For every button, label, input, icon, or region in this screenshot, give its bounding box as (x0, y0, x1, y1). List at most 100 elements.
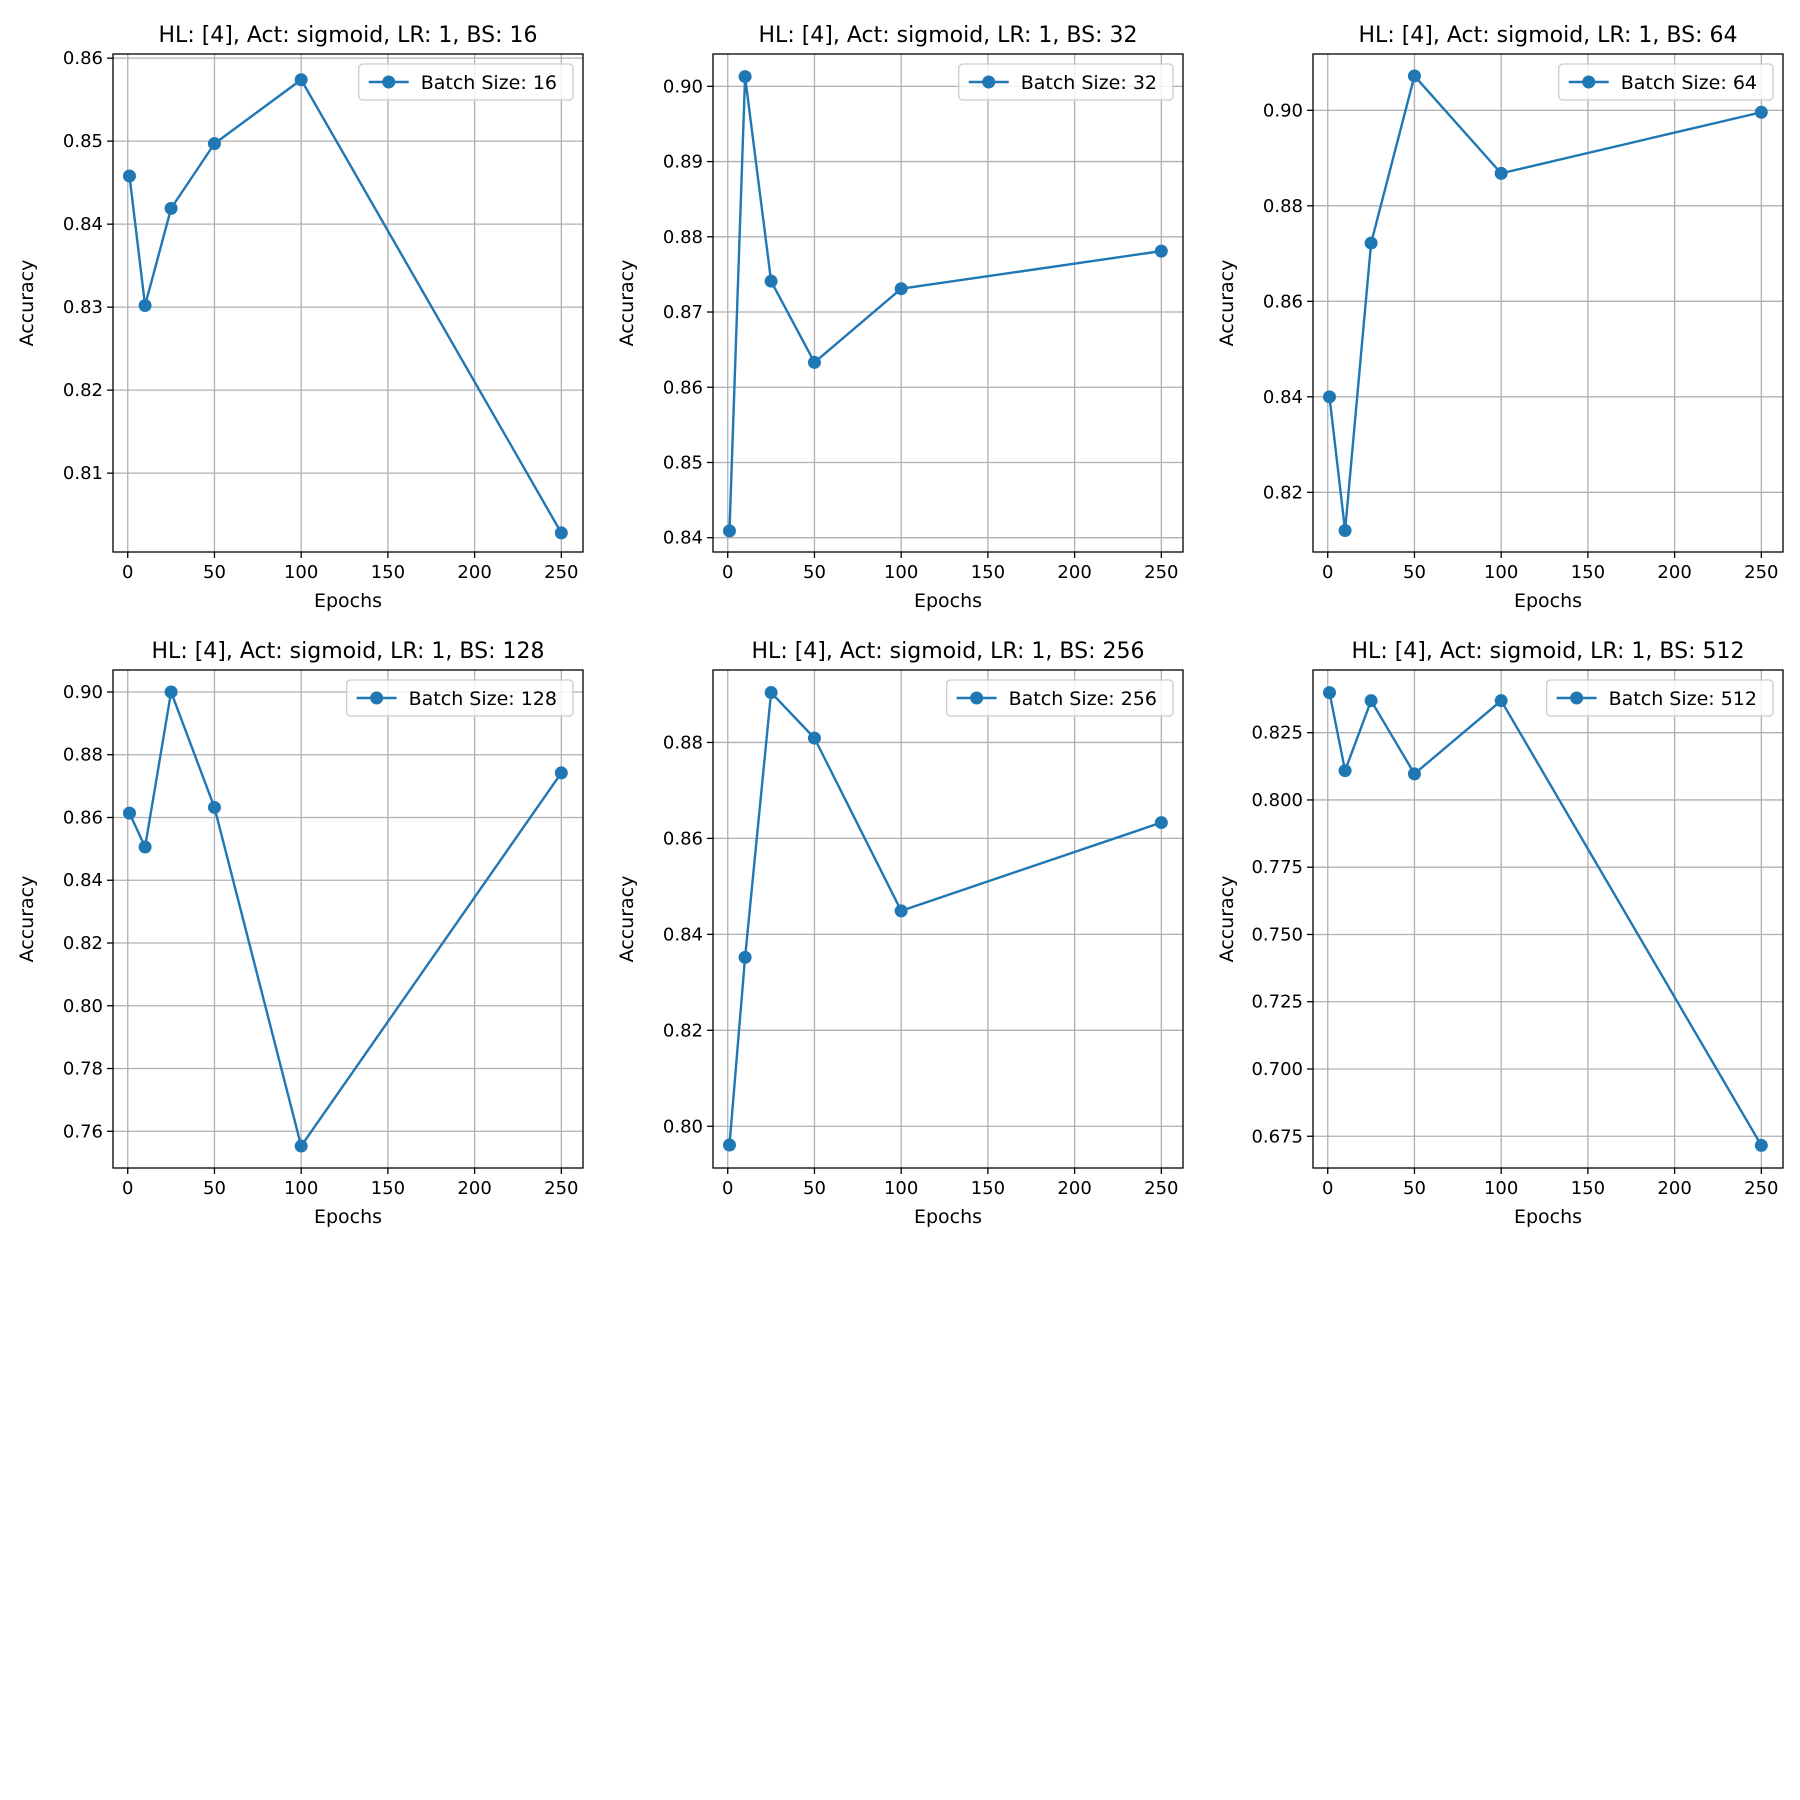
data-point (807, 355, 821, 369)
y-axis-label: Accuracy (1216, 876, 1238, 963)
legend (945, 679, 1174, 717)
data-point (122, 806, 136, 820)
x-tick-label: 50 (803, 562, 826, 583)
x-tick-label: 250 (1144, 1178, 1178, 1199)
y-tick-label: 0.88 (1263, 196, 1303, 217)
data-point (1364, 236, 1378, 250)
data-point (1154, 244, 1168, 258)
data-point (1754, 105, 1768, 119)
x-tick-label: 0 (1322, 562, 1333, 583)
data-point (722, 524, 736, 538)
y-axis-label: Accuracy (616, 876, 638, 963)
data-point (1338, 524, 1352, 538)
data-point (164, 685, 178, 699)
legend-marker-swatch (1570, 691, 1584, 705)
x-tick-label: 100 (284, 1178, 318, 1199)
y-tick-label: 0.80 (63, 996, 103, 1017)
legend (958, 63, 1174, 101)
subplot-bs-32: 0 50 100 150 200 250 0.84 0.85 0.86 0.87 0.88 0.89 0… (616, 23, 1184, 612)
x-tick-label: 50 (803, 1178, 826, 1199)
axes-frame (112, 53, 584, 553)
legend (358, 63, 574, 101)
subplot-bs-64: 0 50 100 150 200 250 0.82 0.84 0.86 0.88 0.90 HL: … (1216, 23, 1784, 612)
subplot-title: HL: [4], Act: sigmoid, LR: 1, BS: 128 (152, 639, 545, 664)
data-point (122, 169, 136, 183)
data-point (1407, 767, 1421, 781)
series-line (728, 75, 1162, 531)
x-tick-label: 150 (1571, 1178, 1605, 1199)
legend-entry-label: Batch Size: 64 (1621, 72, 1757, 94)
y-tick-label: 0.725 (1251, 992, 1303, 1013)
legend-box (945, 679, 1174, 717)
x-axis-label: Epochs (914, 590, 982, 612)
x-tick-label: 150 (371, 562, 405, 583)
y-tick-label: 0.86 (663, 377, 703, 398)
data-point (554, 766, 568, 780)
axes-frame (1312, 669, 1784, 1169)
x-axis-label: Epochs (314, 590, 382, 612)
series-line (1328, 692, 1763, 1147)
subplot-title: HL: [4], Act: sigmoid, LR: 1, BS: 64 (1359, 23, 1738, 48)
plot-area: 0 50 100 150 200 250 0.80 0.82 0.84 0.86 0.88 (663, 669, 1184, 1199)
x-tick-label: 150 (371, 1178, 405, 1199)
plot-area: 0 50 100 150 200 250 0.81 0.82 0.83 0.84 0.85 0.86 (63, 48, 584, 583)
legend-marker-swatch (370, 691, 384, 705)
y-tick-label: 0.84 (63, 870, 103, 891)
x-tick-label: 50 (1403, 1178, 1426, 1199)
y-tick-label: 0.80 (663, 1116, 703, 1137)
y-axis-label: Accuracy (16, 876, 38, 963)
y-axis-label: Accuracy (16, 260, 38, 347)
y-tick-label: 0.82 (663, 1020, 703, 1041)
y-tick-label: 0.88 (63, 745, 103, 766)
y-tick-label: 0.84 (1263, 387, 1303, 408)
data-point (138, 298, 152, 312)
y-tick-label: 0.84 (663, 924, 703, 945)
x-tick-label: 200 (457, 562, 491, 583)
legend-box (958, 63, 1174, 101)
x-axis-label: Epochs (1514, 1206, 1582, 1228)
x-tick-label: 250 (544, 562, 578, 583)
data-point (764, 274, 778, 288)
legend-entry-label: Batch Size: 128 (409, 688, 557, 710)
y-tick-label: 0.82 (1263, 482, 1303, 503)
y-tick-label: 0.85 (63, 131, 103, 152)
series-line (1328, 74, 1762, 532)
x-tick-label: 250 (1144, 562, 1178, 583)
legend (345, 679, 574, 717)
axes-frame (112, 669, 584, 1169)
y-tick-label: 0.84 (663, 528, 703, 549)
y-tick-label: 0.84 (63, 214, 103, 235)
subplot-bs-16: 0 50 100 150 200 2500.810.820.830.840.850.86 … (16, 23, 584, 612)
data-point (1154, 816, 1168, 830)
y-tick-label: 0.86 (63, 48, 103, 69)
subplot-bs-512: 0 50 100 150 200 250 0.675 0.700 0.725 0.750 0.775… (1216, 639, 1784, 1228)
x-tick-label: 200 (1057, 1178, 1091, 1199)
data-point (738, 70, 752, 84)
legend-box (1545, 679, 1774, 717)
x-tick-label: 100 (284, 562, 318, 583)
data-point (554, 526, 568, 540)
y-tick-label: 0.89 (663, 152, 703, 173)
axes-frame (1312, 53, 1784, 553)
plot-area: 0 50 100 150 200 250 0.675 0.700 0.725 0.750 0.775… (1251, 669, 1784, 1199)
data-point (1338, 764, 1352, 778)
x-axis-label: Epochs (914, 1206, 982, 1228)
legend-entry-label: Batch Size: 16 (421, 72, 557, 94)
subplot-bs-256: 0 50 100 150 200 250 0.80 0.82 0.84 0.86 0.88 HL: … (616, 639, 1184, 1228)
subplot-title: HL: [4], Act: sigmoid, LR: 1, BS: 16 (159, 23, 538, 48)
legend-marker-swatch (982, 75, 996, 89)
legend-box (1558, 63, 1774, 101)
y-tick-label: 0.90 (663, 76, 703, 97)
y-tick-label: 0.83 (63, 297, 103, 318)
data-point (1364, 694, 1378, 708)
y-tick-label: 0.86 (63, 807, 103, 828)
data-point (1322, 390, 1336, 404)
data-point (894, 282, 908, 296)
data-point (207, 800, 221, 814)
y-tick-label: 0.86 (1263, 291, 1303, 312)
x-tick-label: 50 (1403, 562, 1426, 583)
data-point (738, 950, 752, 964)
y-tick-label: 0.775 (1251, 857, 1303, 878)
data-point (294, 1139, 308, 1153)
y-tick-label: 0.750 (1251, 924, 1303, 945)
